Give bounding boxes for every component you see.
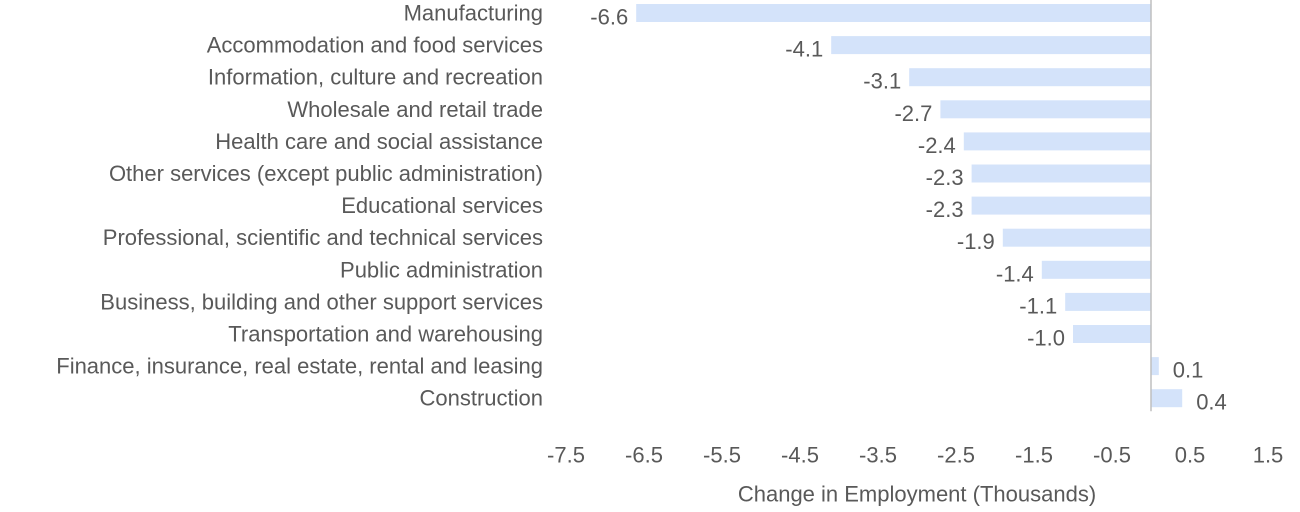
bar-information-culture-and-recreation	[909, 68, 1151, 87]
bar-public-administration	[1041, 260, 1151, 279]
category-label-health-care-and-social-assistance: Health care and social assistance	[215, 129, 543, 154]
x-tick-label: -2.5	[937, 443, 975, 468]
x-tick-label: -6.5	[625, 443, 663, 468]
data-label-public-administration: -1.4	[996, 261, 1034, 286]
category-label-public-administration: Public administration	[340, 257, 543, 282]
data-label-accommodation-and-food-services: -4.1	[785, 37, 823, 62]
bar-educational-services	[971, 196, 1151, 215]
x-axis-title: Change in Employment (Thousands)	[738, 482, 1096, 507]
data-label-information-culture-and-recreation: -3.1	[863, 69, 901, 94]
x-tick-label: -0.5	[1093, 443, 1131, 468]
bar-other-services-except-public-administration	[971, 164, 1151, 183]
data-label-finance-insurance-real-estate-rental-and-leasing: 0.1	[1173, 358, 1204, 383]
data-label-health-care-and-social-assistance: -2.4	[918, 133, 956, 158]
x-tick-label: -1.5	[1015, 443, 1053, 468]
data-label-educational-services: -2.3	[926, 197, 964, 222]
data-label-other-services-except-public-administration: -2.3	[926, 165, 964, 190]
category-labels-group: Manufacturing Accommodation and food serv…	[56, 1, 543, 411]
bar-finance-insurance-real-estate-rental-and-leasing	[1151, 357, 1159, 376]
data-label-transportation-and-warehousing: -1.0	[1027, 326, 1065, 351]
data-label-business-building-and-other-support-services: -1.1	[1019, 293, 1057, 318]
data-label-professional-scientific-and-technical-services: -1.9	[957, 229, 995, 254]
category-label-manufacturing: Manufacturing	[404, 1, 543, 26]
bar-manufacturing	[636, 4, 1151, 22]
bar-wholesale-and-retail-trade	[940, 100, 1151, 119]
bar-professional-scientific-and-technical-services	[1002, 228, 1151, 247]
bar-business-building-and-other-support-services	[1065, 292, 1151, 311]
category-label-professional-scientific-and-technical-services: Professional, scientific and technical s…	[103, 225, 543, 250]
category-label-transportation-and-warehousing: Transportation and warehousing	[228, 322, 543, 347]
x-tick-label: -3.5	[859, 443, 897, 468]
x-tick-label: -5.5	[703, 443, 741, 468]
data-label-construction: 0.4	[1196, 390, 1227, 415]
category-label-business-building-and-other-support-services: Business, building and other support ser…	[100, 289, 543, 314]
data-label-wholesale-and-retail-trade: -2.7	[894, 101, 932, 126]
category-label-wholesale-and-retail-trade: Wholesale and retail trade	[287, 97, 543, 122]
x-tick-labels-group: -7.5 -6.5 -5.5 -4.5 -3.5 -2.5 -1.5 -0.5 0.5 1.5	[547, 443, 1283, 468]
data-label-manufacturing: -6.6	[590, 5, 628, 30]
data-labels-group: -6.6 -4.1 -3.1 -2.7 -2.4 -2.3 -2.3 -1.9-1.4 -1.1…	[590, 5, 1227, 415]
bar-accommodation-and-food-services	[831, 36, 1151, 55]
category-label-construction: Construction	[419, 386, 543, 411]
bar-construction	[1151, 389, 1183, 408]
category-label-finance-insurance-real-estate-rental-and-leasing: Finance, insurance, real estate, rental …	[56, 354, 543, 379]
category-label-other-services-except-public-administration: Other services (except public administra…	[109, 161, 543, 186]
category-label-educational-services: Educational services	[341, 193, 543, 218]
x-tick-label: 1.5	[1253, 443, 1284, 468]
bar-health-care-and-social-assistance	[963, 132, 1151, 151]
x-tick-label: -4.5	[781, 443, 819, 468]
x-tick-label: 0.5	[1175, 443, 1206, 468]
x-tick-label: -7.5	[547, 443, 585, 468]
bar-transportation-and-warehousing	[1073, 325, 1151, 343]
bars-group	[636, 4, 1183, 408]
category-label-accommodation-and-food-services: Accommodation and food services	[207, 33, 543, 58]
category-label-information-culture-and-recreation: Information, culture and recreation	[208, 65, 543, 90]
